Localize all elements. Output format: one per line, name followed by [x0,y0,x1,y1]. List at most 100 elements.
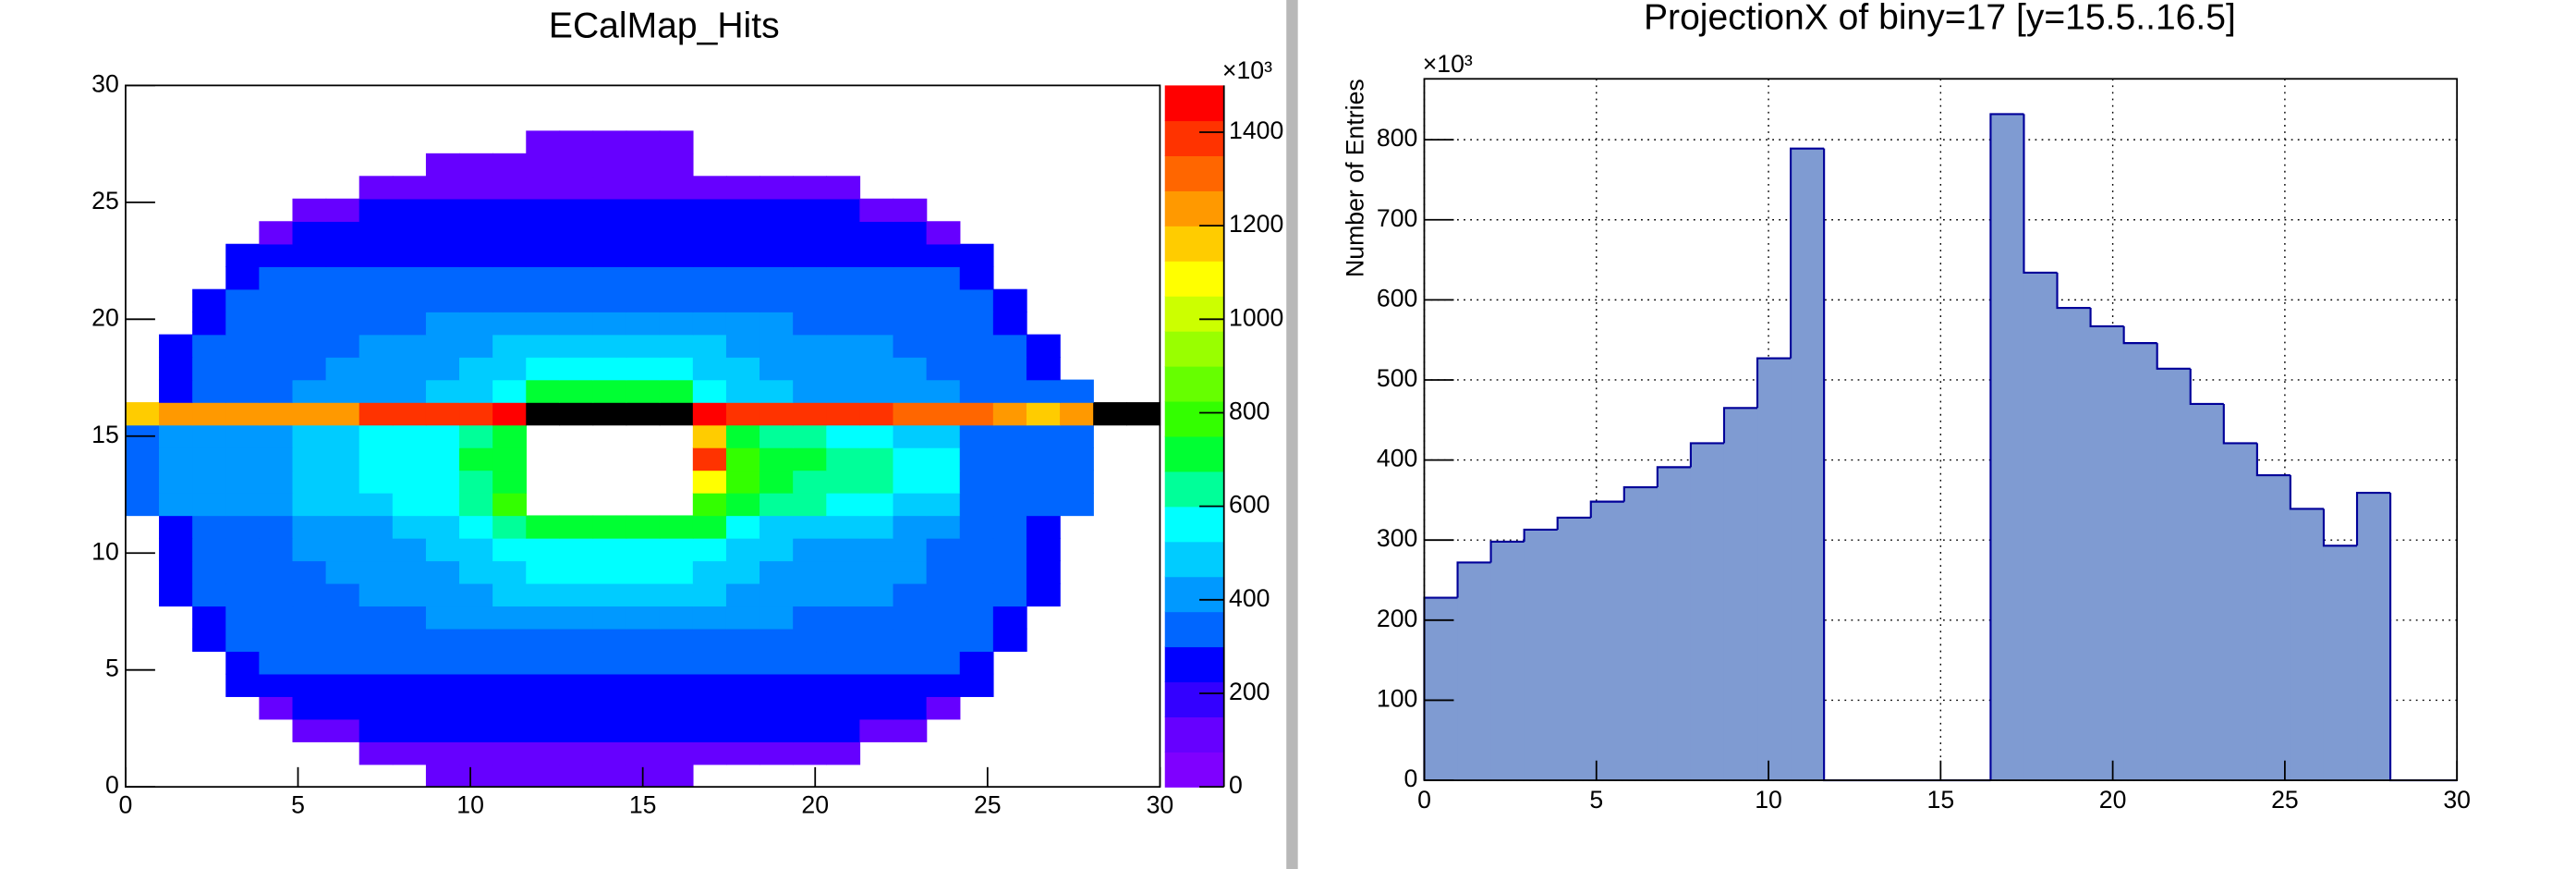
heat-cell [992,606,1027,630]
heat-cell [292,424,327,448]
bar-outline [2255,443,2290,477]
heat-cell [459,537,493,562]
heat-cell [425,334,460,358]
heat-cell [292,470,327,494]
heat-cell [159,357,193,381]
heat-cell [793,357,827,381]
heat-cell [592,582,627,607]
heat-cell [259,424,294,448]
heat-cell [292,402,327,426]
heat-cell [725,470,760,494]
chart-title: ECalMap_Hits [549,6,780,46]
heat-cell [526,606,561,630]
heat-cell [893,537,928,562]
heat-cell [425,379,460,403]
heat-cell [192,560,226,584]
heat-cell [893,651,928,675]
heat-cell [659,266,694,290]
heat-cell [358,606,394,630]
heat-cell [358,379,394,403]
heat-cell [659,198,694,222]
heat-cell [692,651,727,675]
palette-level [1164,261,1224,297]
palette-level [1164,646,1224,683]
heat-cell [159,447,193,471]
heat-cell [492,582,527,607]
heat-cell [592,198,627,222]
heat-cell [926,379,961,403]
heat-cell [259,651,294,675]
heat-cell [492,560,527,584]
palette-level [1164,435,1224,472]
heat-cell [325,357,360,381]
heat-cell [259,312,294,336]
heat-cell [292,447,327,471]
heat-cell [259,582,294,607]
heat-cell [292,243,327,267]
heat-cell [425,153,460,177]
heat-cell [592,673,627,697]
heat-cell [793,537,827,562]
heat-cell [425,424,460,448]
heat-cell [1060,424,1094,448]
heat-cell [292,357,327,381]
heat-cell [459,515,493,539]
heat-cell [225,470,261,494]
heat-cell [192,447,226,471]
x-tick-label: 10 [456,791,484,819]
heat-cell [626,153,661,177]
heat-cell [826,537,861,562]
heat-cell [592,696,627,720]
heat-cell [392,243,427,267]
heat-cell [793,515,827,539]
heat-cell [225,334,261,358]
heat-cell [992,560,1027,584]
heat-cell [325,243,360,267]
heat-cell [793,221,827,245]
heat-cell [292,651,327,675]
heat-cell [826,312,861,336]
bar-outline [1689,442,1724,468]
heat-cell [692,334,727,358]
x-tick-label: 5 [1589,786,1603,814]
bar-outline [2289,475,2324,510]
heat-cell [526,582,561,607]
heat-cell [926,288,961,312]
heat-cell [192,470,226,494]
heat-cell [325,266,360,290]
bar-outline [1523,528,1558,542]
z-tick-label: 800 [1229,398,1270,425]
heat-cell [759,176,794,200]
heat-cell [959,492,994,517]
palette-level [1164,611,1224,648]
palette-level [1164,296,1224,332]
heat-cell [225,628,261,653]
heat-cell [192,515,226,539]
bar-outline [1722,407,1758,444]
heat-cell [725,176,760,200]
heat-cell [692,718,727,742]
heat-cell [358,582,394,607]
heat-cell [793,606,827,630]
heat-cell [492,379,527,403]
heat-cell [225,243,261,267]
bar [2157,368,2192,781]
bar [2223,443,2258,781]
bar-outline [1556,516,1591,530]
heat-cell [725,198,760,222]
x-tick-label: 15 [1927,786,1955,814]
heat-cell [526,537,561,562]
heat-cell [826,582,861,607]
heat-cell [826,334,861,358]
heat-cell [559,198,594,222]
heat-cell [859,379,894,403]
heat-cell [192,357,226,381]
heat-cell [826,696,861,720]
y-multiplier: ×10³ [1423,50,1473,78]
heat-cell [492,312,527,336]
heat-cell [826,470,861,494]
heat-cell [358,357,394,381]
x-tick-label: 0 [119,791,133,819]
heat-cell [692,447,727,471]
heat-cell [325,424,360,448]
